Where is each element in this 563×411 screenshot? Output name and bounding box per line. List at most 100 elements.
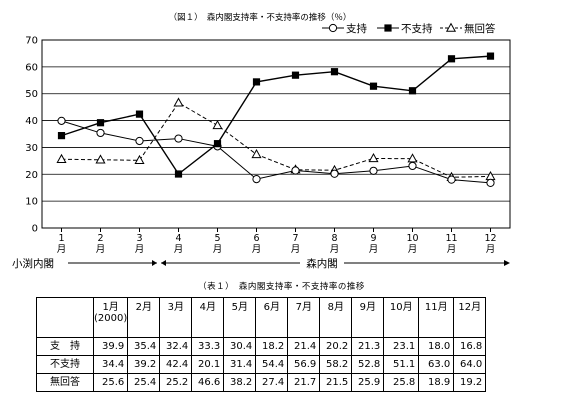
table-header-cell: 12月	[453, 297, 487, 338]
data-point-triangle	[251, 148, 262, 159]
chart-title: （図１） 森内閣支持率・不支持率の推移（％）	[169, 12, 352, 23]
series-line	[61, 120, 491, 184]
x-tick-unit: 月	[135, 244, 145, 255]
table-cell: 42.4	[159, 355, 193, 374]
axes: 0102030405060701月2月3月4月5月6月7月8月9月10月11月1…	[25, 36, 511, 255]
table-header-cell: 6月	[255, 297, 289, 338]
data-point-triangle	[212, 119, 223, 130]
data-point-circle	[174, 134, 183, 143]
table-cell: 21.4	[287, 337, 321, 356]
table-cell: 21.3	[351, 337, 385, 356]
x-tick-unit: 月	[408, 244, 418, 255]
period-label: 小渕内閣	[12, 257, 54, 270]
table-cell: 52.8	[351, 355, 385, 374]
table-cell: 21.5	[319, 373, 353, 392]
data-point-triangle	[407, 153, 418, 163]
x-tick-unit: 月	[486, 244, 496, 255]
table-header-cell: 9月	[351, 297, 385, 338]
y-tick-label: 20	[25, 170, 38, 181]
table-cell: 33.3	[191, 337, 225, 356]
table-cell: 20.1	[191, 355, 225, 374]
table-cell: 21.7	[287, 373, 321, 392]
x-tick-label: 7	[292, 233, 298, 244]
data-point-triangle	[95, 154, 106, 164]
table-row-label: 不支持	[36, 355, 94, 374]
table-cell: 16.8	[453, 337, 487, 356]
data-point-square	[447, 55, 456, 63]
data-point-square	[252, 78, 261, 86]
y-tick-label: 10	[25, 197, 38, 208]
table-cell: 35.4	[127, 337, 161, 356]
data-point-square	[213, 140, 222, 148]
table-corner-cell	[36, 297, 94, 338]
x-tick-label: 2	[97, 233, 103, 244]
x-tick-label: 4	[175, 233, 181, 244]
period-label: 森内閣	[306, 257, 338, 270]
x-tick-label: 11	[445, 233, 457, 244]
table-header-label: 9月	[359, 302, 376, 313]
table-cell: 25.9	[351, 373, 385, 392]
data-point-triangle	[56, 153, 67, 163]
table-cell: 19.2	[453, 373, 487, 392]
x-tick-unit: 月	[96, 244, 106, 255]
table-header-label: 4月	[199, 302, 216, 313]
period-arrow	[504, 260, 510, 266]
x-tick-unit: 月	[252, 244, 262, 255]
data-point-circle	[135, 136, 144, 146]
x-tick-unit: 月	[330, 244, 340, 255]
table-cell: 58.2	[319, 355, 353, 374]
data-point-circle	[408, 161, 417, 171]
x-tick-unit: 月	[174, 244, 184, 255]
table-header-label: 3月	[167, 302, 184, 313]
data-point-circle	[486, 178, 495, 187]
table-header-cell: 2月	[127, 297, 161, 338]
x-tick-label: 5	[214, 233, 220, 244]
y-tick-label: 30	[25, 143, 38, 154]
legend-label: 不支持	[401, 22, 433, 35]
table-cell: 18.2	[255, 337, 289, 356]
data-point-circle	[330, 169, 339, 178]
data-point-square	[486, 52, 495, 60]
data-table: 1月 (2000) 2月 3月 4月 5月 6月 7月 8月 9月 10月 11月 12月 支 持 39.…	[36, 297, 487, 392]
table-header-cell: 11月	[418, 297, 455, 338]
line-chart: （図１） 森内閣支持率・不支持率の推移（％） 支持 不支持 無回答 0 10 20 30 4…	[12, 12, 511, 270]
table-header-label: 1月	[102, 302, 119, 313]
table-cell: 25.2	[159, 373, 193, 392]
table-cell: 23.1	[383, 337, 420, 356]
x-tick-label: 9	[370, 233, 376, 244]
table-header-cell: 10月	[383, 297, 420, 338]
data-point-triangle	[368, 153, 379, 163]
table-row: 不支持 34.4 39.2 42.4 20.1 31.4 54.4 56.9 58.2 52.8 5…	[36, 355, 487, 374]
table-cell: 56.9	[287, 355, 321, 374]
data-point-square	[408, 87, 417, 95]
data-point-triangle	[173, 97, 184, 107]
data-point-triangle	[445, 22, 457, 32]
data-point-square	[96, 119, 105, 127]
series-line	[61, 102, 491, 178]
x-tick-label: 6	[253, 233, 259, 244]
x-tick-unit: 月	[447, 244, 457, 255]
data-point-circle	[328, 23, 338, 33]
table-cell: 20.2	[319, 337, 353, 356]
x-tick-unit: 月	[369, 244, 379, 255]
x-tick-label: 10	[406, 233, 418, 244]
table-cell: 30.4	[223, 337, 257, 356]
period-bars: 小渕内閣 森内閣	[12, 257, 510, 270]
table-header-cell: 7月	[287, 297, 321, 338]
table-cell: 32.4	[159, 337, 193, 356]
table-cell: 63.0	[418, 355, 455, 374]
table-header-label: 10月	[389, 302, 413, 313]
legend: 支持 不支持 無回答	[322, 22, 496, 35]
table-header-label: 5月	[231, 302, 248, 313]
table-cell: 25.4	[127, 373, 161, 392]
data-point-square	[57, 132, 66, 140]
table-cell: 25.8	[383, 373, 420, 392]
table-cell: 27.4	[255, 373, 289, 392]
plot-frame	[41, 39, 511, 229]
series-nonsupport	[57, 52, 495, 178]
data-point-circle	[291, 166, 300, 175]
period-arrow	[152, 260, 157, 266]
table-header-label: 7月	[295, 302, 312, 313]
data-point-circle	[57, 116, 66, 125]
table-cell: 34.4	[92, 355, 129, 374]
